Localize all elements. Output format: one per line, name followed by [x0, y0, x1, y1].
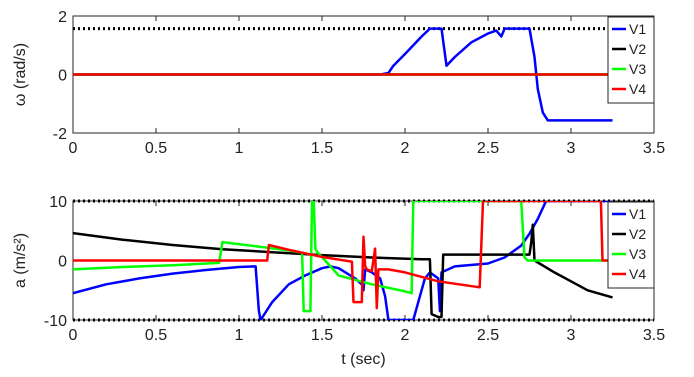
x-axis-label: t (sec) — [341, 351, 385, 368]
x-tick-label: 0.5 — [145, 327, 167, 344]
series-line-v4 — [73, 201, 613, 310]
x-tick-label: 2.5 — [477, 140, 499, 157]
x-tick-label: 3.5 — [643, 140, 665, 157]
y-tick-label: -10 — [44, 313, 67, 330]
x-tick-label: 3 — [567, 140, 576, 157]
legend-label-v1: V1 — [629, 206, 646, 222]
legend-label-v3: V3 — [629, 61, 646, 77]
x-tick-label: 0.5 — [145, 140, 167, 157]
y-tick-label: -2 — [53, 126, 67, 143]
x-tick-label: 0 — [69, 327, 78, 344]
x-tick-label: 2.5 — [477, 327, 499, 344]
x-tick-label: 2 — [401, 327, 410, 344]
x-tick-label: 0 — [69, 140, 78, 157]
legend: V1 V2 V3 V4 — [607, 201, 655, 289]
x-tick-label: 1 — [235, 140, 244, 157]
legend-label-v4: V4 — [629, 266, 646, 282]
series-line-v1 — [73, 27, 613, 122]
y-tick-label: 2 — [58, 9, 67, 26]
x-tick-label: 3.5 — [643, 327, 665, 344]
legend-label-v2: V2 — [629, 41, 646, 57]
legend-label-v3: V3 — [629, 246, 646, 262]
x-tick-label: 3 — [567, 327, 576, 344]
legend-label-v1: V1 — [629, 21, 646, 37]
legend-label-v2: V2 — [629, 226, 646, 242]
x-tick-label: 1.5 — [311, 327, 333, 344]
y-axis-label: ω (rad/s) — [12, 43, 29, 106]
legend-label-v4: V4 — [629, 81, 646, 97]
x-tick-label: 1.5 — [311, 140, 333, 157]
y-axis-label: a (m/s²) — [12, 233, 29, 288]
y-tick-label: 0 — [58, 254, 67, 271]
y-tick-label: 10 — [49, 194, 67, 211]
y-tick-label: 0 — [58, 68, 67, 85]
series-line-v3 — [73, 201, 613, 313]
x-tick-label: 2 — [401, 140, 410, 157]
x-tick-label: 1 — [235, 327, 244, 344]
legend: V1 V2 V3 V4 — [607, 16, 655, 104]
series-line-v2 — [73, 223, 613, 319]
